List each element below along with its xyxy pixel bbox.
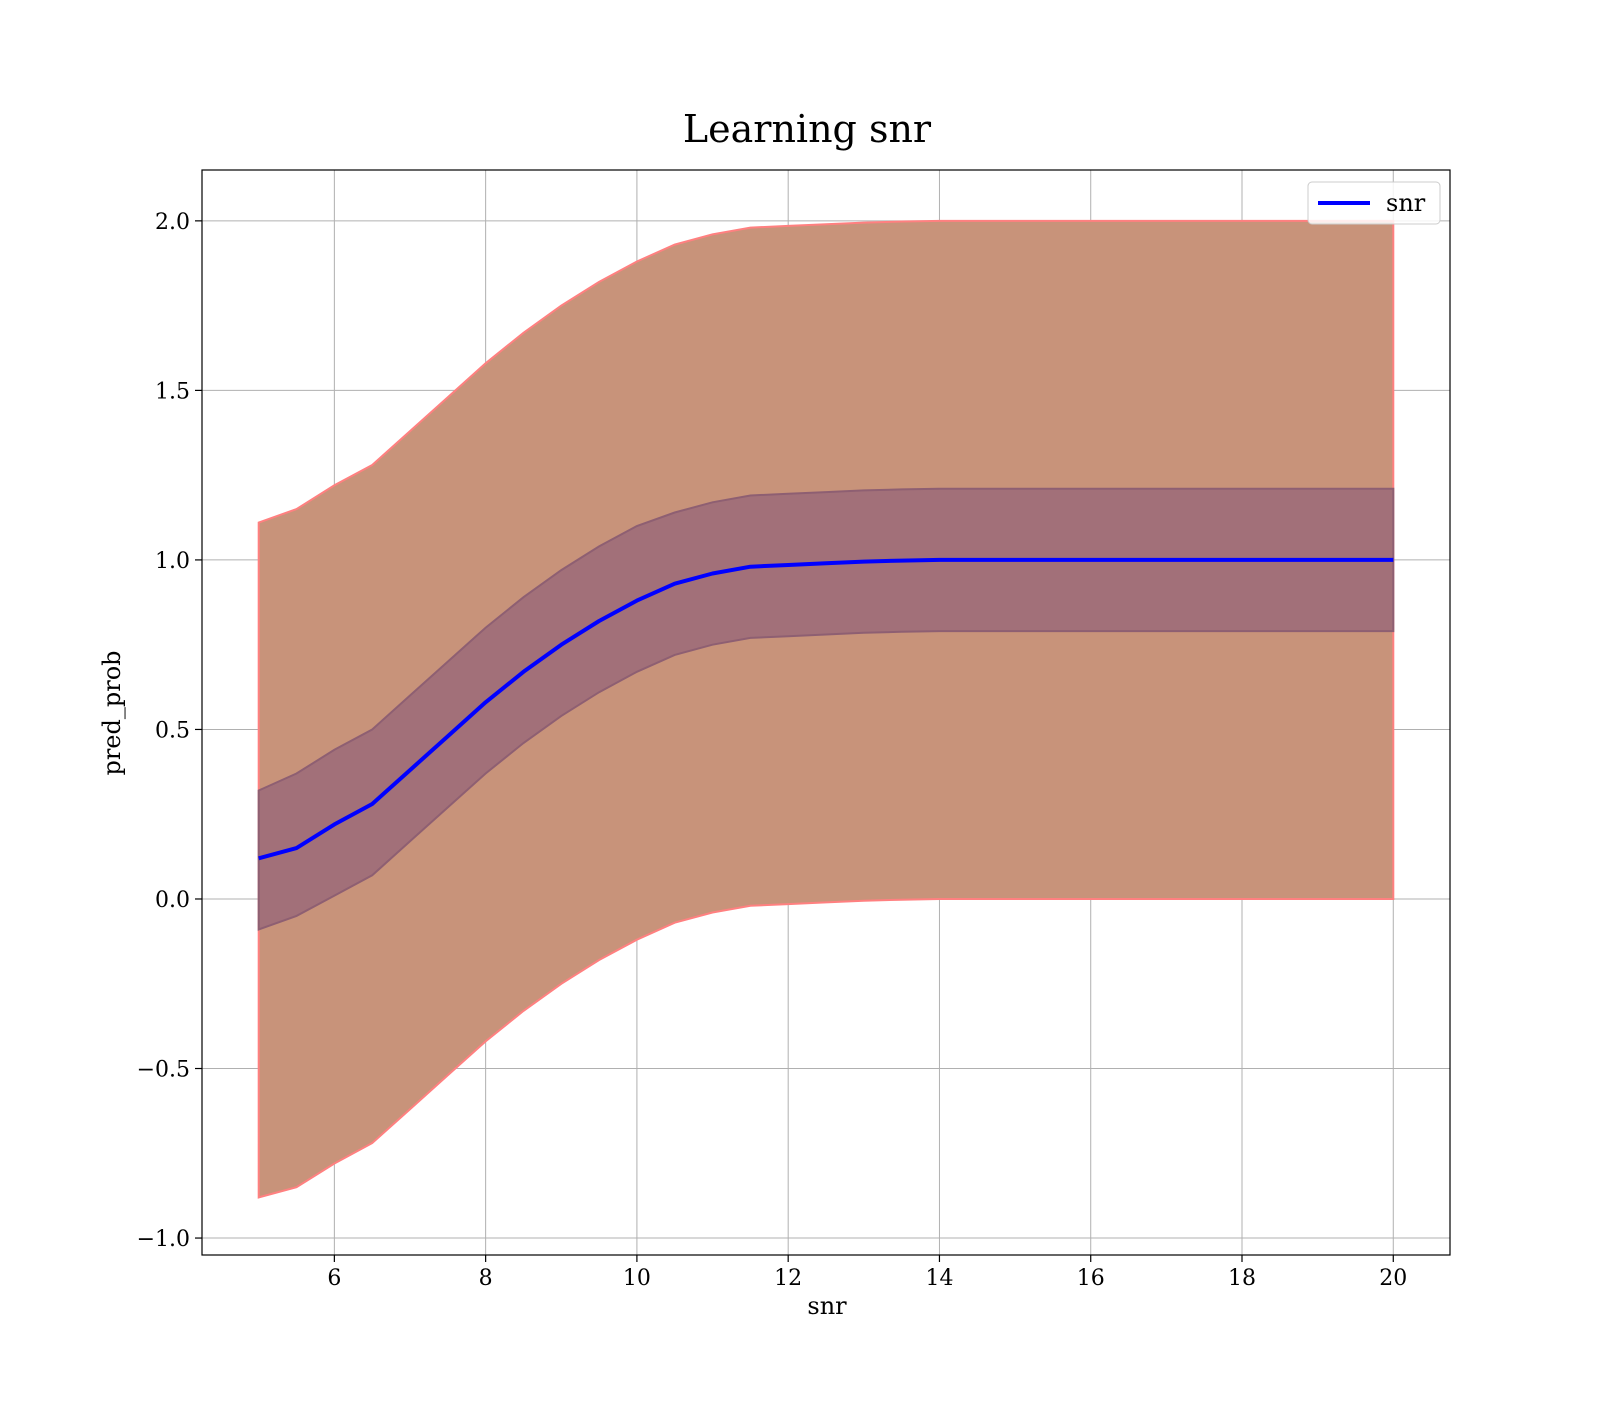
x-tick-label: 20 <box>1379 1266 1407 1291</box>
axis-ticks: 6 8 10 12 14 16 18 20 −1.0 −0.5 0.0 0.5 1.0 1.5 2.0 <box>137 210 1408 1291</box>
confidence-bands <box>257 219 1395 1199</box>
plot-frame <box>201 169 1451 1256</box>
y-tick-label: 1.0 <box>155 549 190 574</box>
outer-confidence-band <box>257 219 1395 1199</box>
y-tick-label: 2.0 <box>155 210 190 235</box>
series-line-snr <box>258 557 1394 861</box>
y-axis-label: pred_prob <box>98 650 126 775</box>
x-tick-label: 6 <box>327 1266 341 1291</box>
y-tick-label: 1.5 <box>155 379 190 404</box>
y-tick-label: −1.0 <box>137 1227 190 1252</box>
x-tick-label: 10 <box>623 1266 651 1291</box>
legend: snr <box>1307 181 1441 225</box>
x-tick-label: 18 <box>1228 1266 1256 1291</box>
series-lines <box>258 557 1394 861</box>
x-tick-label: 12 <box>774 1266 802 1291</box>
legend-box <box>1307 181 1441 225</box>
legend-label: snr <box>1386 189 1426 217</box>
chart-title: Learning snr <box>683 107 932 151</box>
y-tick-label: 0.5 <box>155 718 190 743</box>
y-tick-label: 0.0 <box>155 888 190 913</box>
x-tick-label: 16 <box>1077 1266 1105 1291</box>
inner-confidence-band <box>257 487 1395 931</box>
x-axis-label: snr <box>807 1292 847 1320</box>
y-tick-label: −0.5 <box>137 1058 190 1083</box>
x-tick-label: 8 <box>479 1266 493 1291</box>
x-tick-label: 14 <box>925 1266 953 1291</box>
